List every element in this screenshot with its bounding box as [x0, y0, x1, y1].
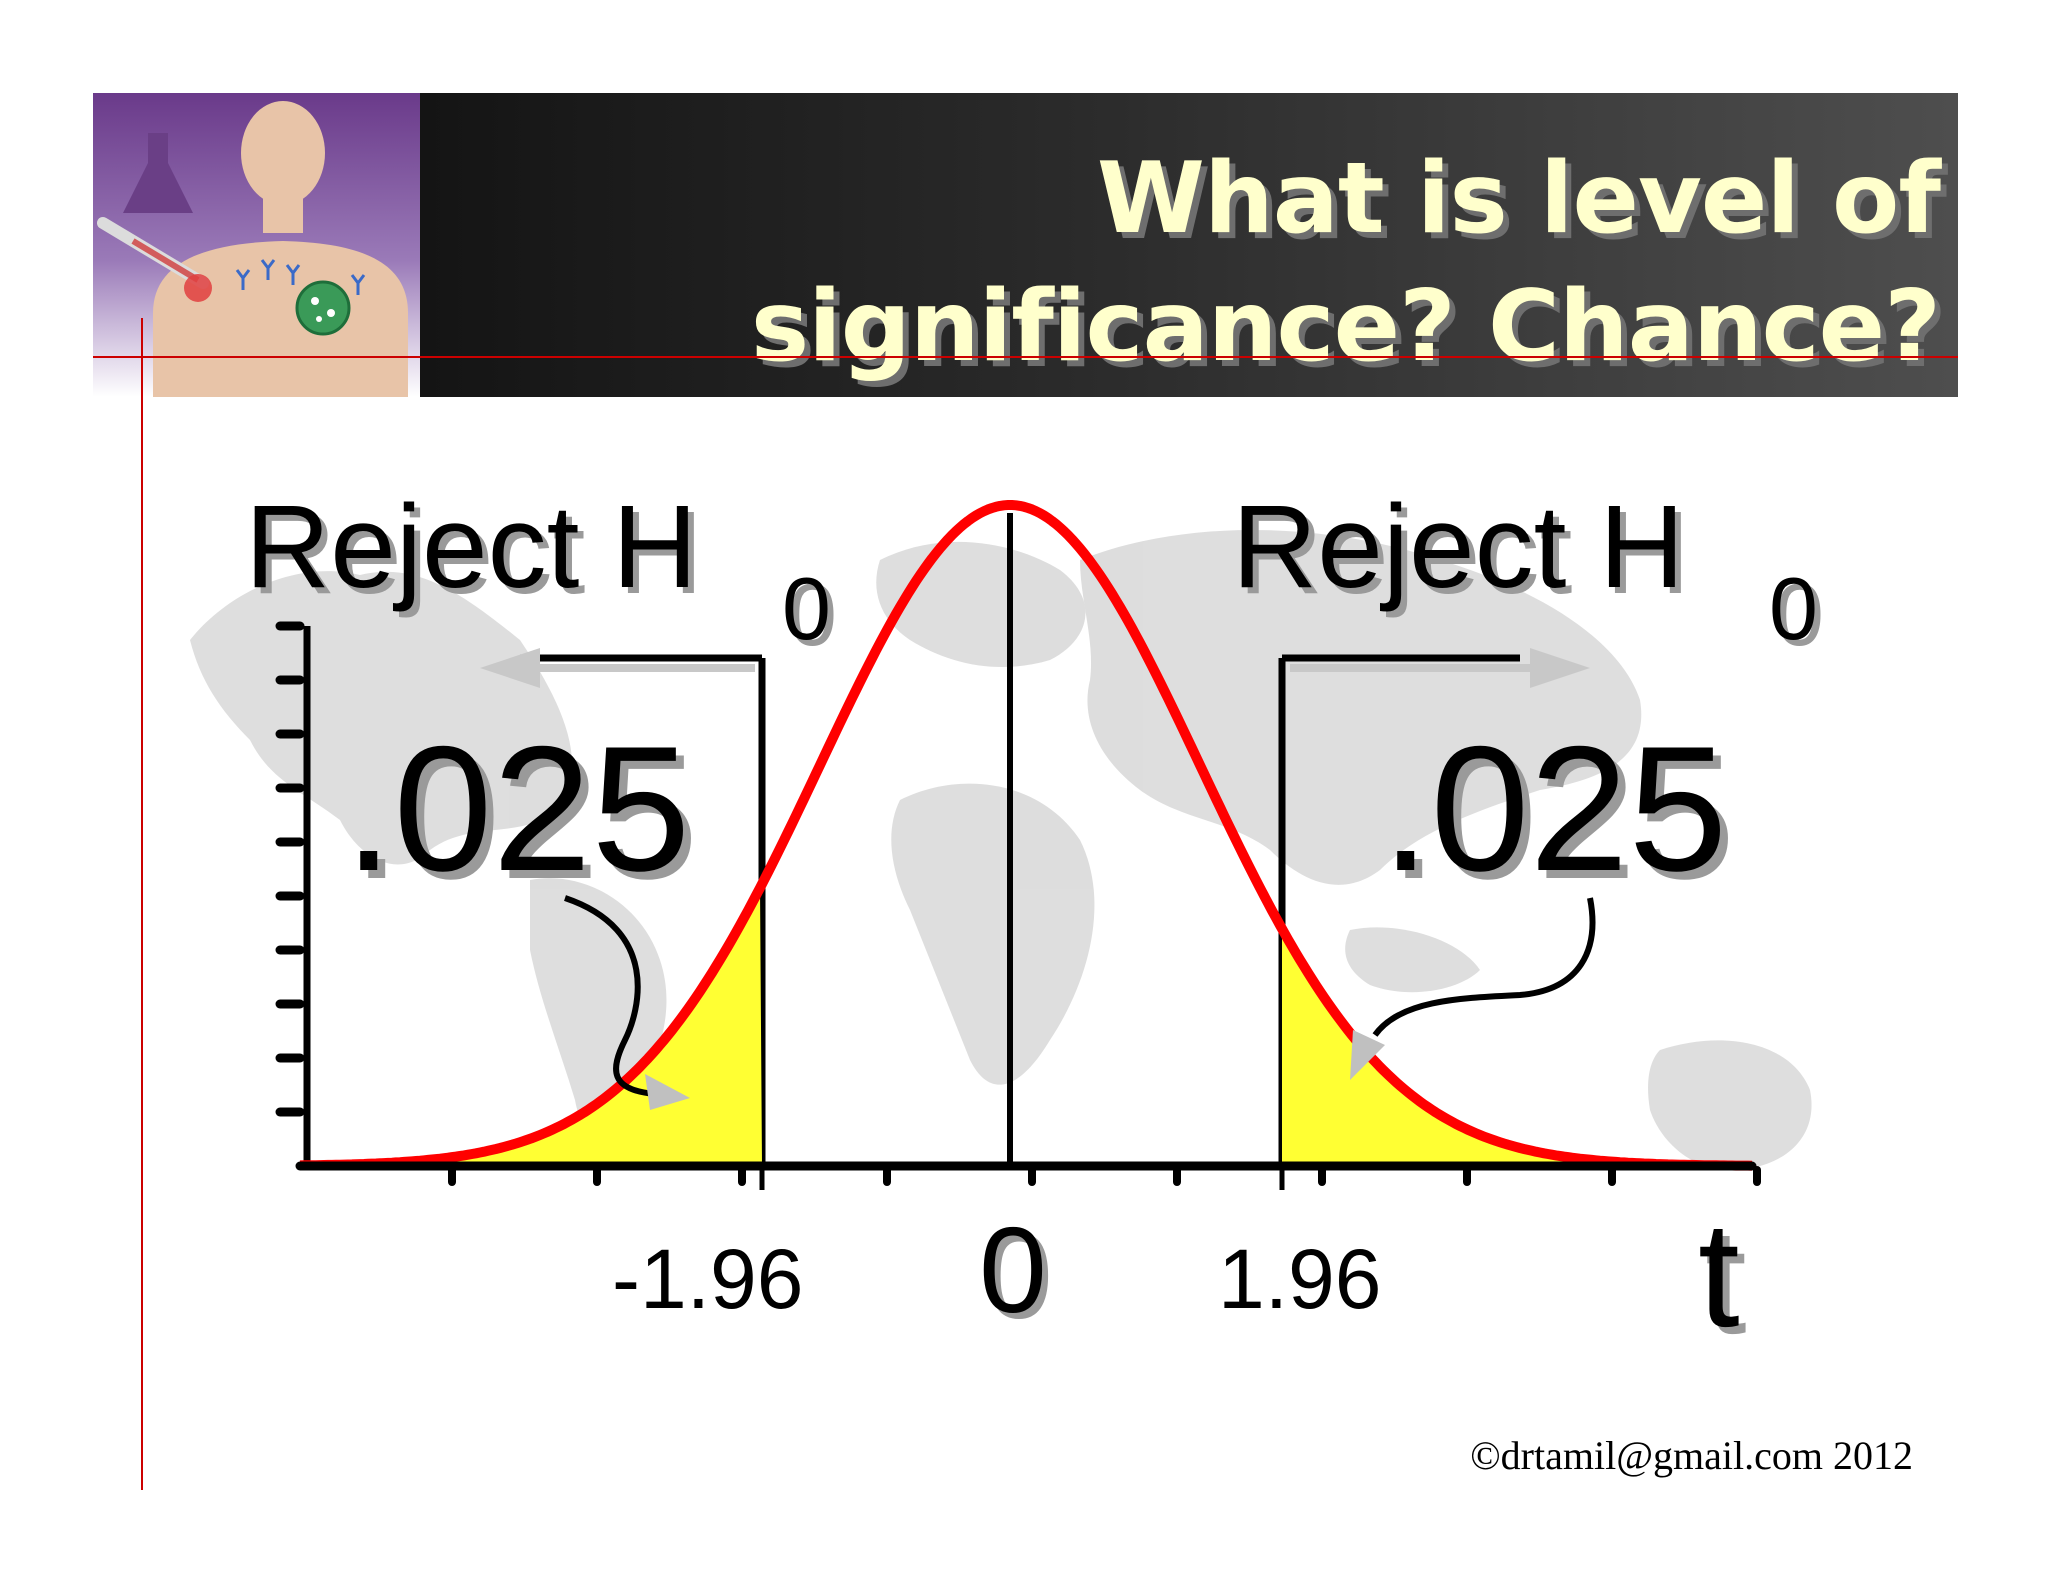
right-tail-area [1282, 928, 1752, 1166]
right-critical-label: 1.96 [1218, 1232, 1382, 1326]
left-critical-label: -1.96 [612, 1232, 803, 1326]
left-tail-area [300, 887, 762, 1166]
injection-site [184, 274, 212, 302]
syringe-icon [97, 217, 209, 289]
left-area-label: .025 [344, 709, 690, 908]
red-vertical-rule [141, 318, 143, 1490]
slide-title: What is level of significance? Chance? [750, 135, 1941, 391]
axis-label: t [1698, 1190, 1740, 1358]
antibody-icons [235, 259, 366, 295]
right-reject-label-text: Reject H [1232, 481, 1684, 613]
left-pointer-arrow [564, 895, 690, 1110]
left-reject-label-shadow: Reject H [251, 487, 703, 619]
axis-label-shadow: t [1705, 1197, 1747, 1365]
right-subscript-shadow: 0 [1775, 565, 1824, 664]
title-bar: What is level of significance? Chance? [420, 93, 1958, 397]
person-silhouette [153, 101, 408, 397]
center-label-shadow: 0 [985, 1208, 1053, 1344]
left-area-shadow: .025 [352, 717, 698, 916]
center-label: 0 [979, 1202, 1047, 1338]
right-area-label: .025 [1381, 709, 1727, 908]
copyright-notice: ©drtamil@gmail.com 2012 [1470, 1433, 1913, 1478]
right-region-arrow [1290, 648, 1590, 688]
left-region-arrow [480, 648, 755, 688]
medical-illustration [93, 93, 420, 397]
left-reject-label-text: Reject H [245, 481, 697, 613]
right-subscript: 0 [1769, 559, 1818, 658]
x-axis-ticks [448, 1166, 1761, 1186]
title-line-2: significance? Chance? [750, 270, 1941, 384]
right-pointer-arrow [1350, 897, 1596, 1080]
flask-icon [123, 133, 193, 213]
right-reject-label: Reject H Reject H 0 0 [1232, 481, 1824, 664]
left-reject-label: Reject H Reject H 0 0 [245, 481, 837, 664]
virus-icon [295, 280, 351, 336]
y-axis-ticks [275, 621, 305, 1117]
normal-curve [299, 500, 1753, 1171]
left-subscript-shadow: 0 [788, 565, 837, 664]
left-rejection-box [303, 626, 766, 1166]
world-map-watermark [190, 530, 1812, 1170]
right-reject-label-shadow: Reject H [1238, 487, 1690, 619]
left-subscript: 0 [782, 559, 831, 658]
right-area-shadow: .025 [1389, 717, 1735, 916]
title-line-1: What is level of [1096, 142, 1941, 256]
red-horizontal-rule [93, 356, 1958, 358]
